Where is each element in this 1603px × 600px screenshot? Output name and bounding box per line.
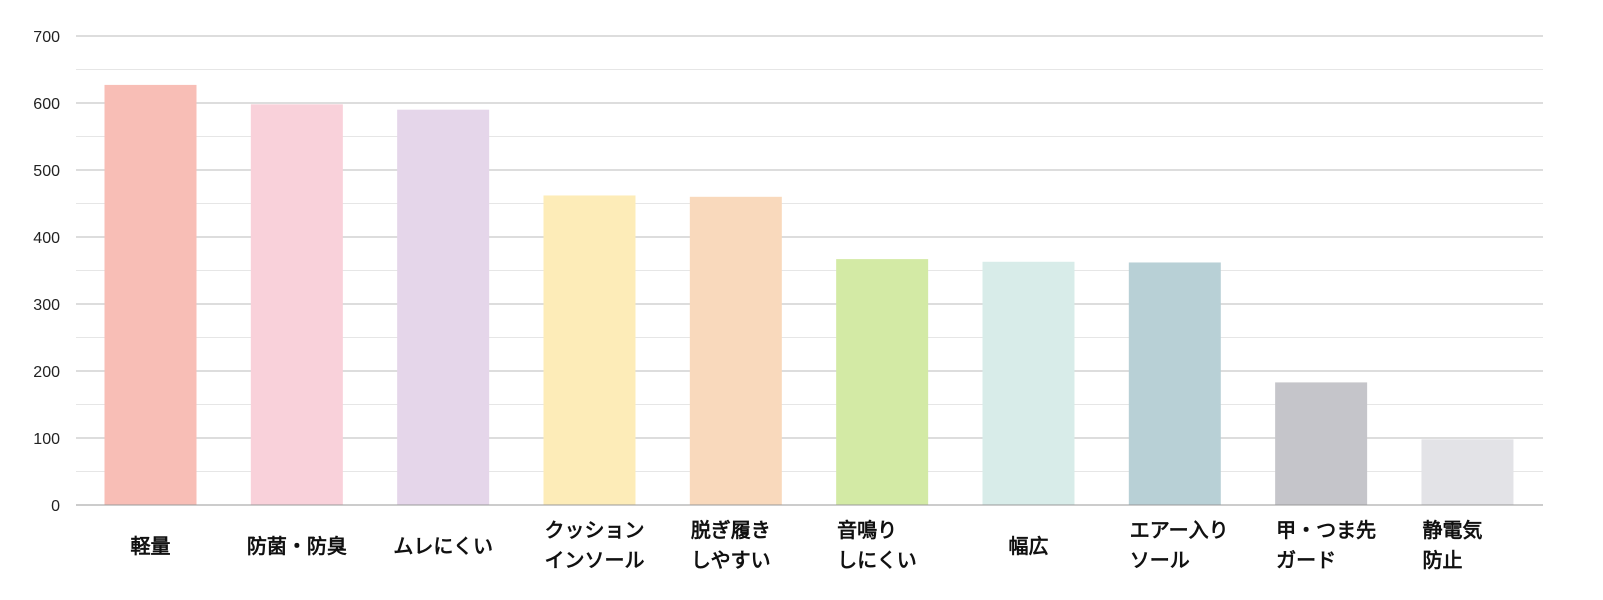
x-category-label: ムレにくい — [393, 534, 493, 558]
y-tick-label: 0 — [51, 498, 60, 515]
y-tick-label: 600 — [33, 96, 60, 113]
y-axis-tick-labels: 0 100 200 300 400 500 600 700 — [33, 29, 60, 515]
x-category-label-line: 軽量 — [131, 534, 171, 558]
x-category-label-line: ガード — [1276, 548, 1336, 572]
y-tick-label: 300 — [33, 297, 60, 314]
y-tick-label: 400 — [33, 230, 60, 247]
x-category-label-line: 甲・つま先 — [1276, 518, 1376, 542]
x-category-label-line: 脱ぎ履き — [691, 518, 771, 542]
bars — [104, 84, 1514, 506]
x-category-label-line: 静電気 — [1422, 518, 1482, 542]
x-category-label-line: インソール — [544, 548, 644, 572]
x-category-label-line: しにくい — [837, 548, 917, 572]
bar — [104, 84, 197, 505]
x-category-label-line: ソール — [1130, 548, 1190, 572]
x-category-label-line: 防止 — [1422, 548, 1462, 572]
bar — [982, 261, 1075, 505]
y-tick-label: 500 — [33, 163, 60, 180]
x-category-label: 軽量 — [131, 534, 171, 558]
bar — [1421, 439, 1514, 505]
y-tick-label: 200 — [33, 364, 60, 381]
x-category-label-line: 幅広 — [1008, 534, 1048, 558]
bar — [397, 109, 490, 505]
y-tick-label: 100 — [33, 431, 60, 448]
x-category-label-line: ムレにくい — [393, 534, 493, 558]
bar — [689, 196, 782, 506]
bar — [250, 104, 343, 505]
x-category-label-line: しやすい — [691, 548, 771, 572]
y-tick-label: 700 — [33, 29, 60, 46]
x-category-label-line: エアー入り — [1130, 518, 1229, 542]
bar — [543, 195, 636, 505]
x-category-label: 幅広 — [1008, 534, 1048, 558]
bar — [1128, 262, 1221, 505]
x-category-label-line: 防菌・防臭 — [247, 534, 347, 558]
x-category-label: 防菌・防臭 — [247, 534, 347, 558]
x-category-label-line: クッション — [544, 518, 644, 542]
bar — [836, 259, 929, 505]
x-category-label-line: 音鳴り — [837, 518, 897, 542]
bar — [1275, 382, 1368, 505]
x-axis-category-labels: 軽量 防菌・防臭 ムレにくいクッションインソール脱ぎ履きしやすい音鳴りしにくい幅広エ… — [131, 518, 1483, 572]
